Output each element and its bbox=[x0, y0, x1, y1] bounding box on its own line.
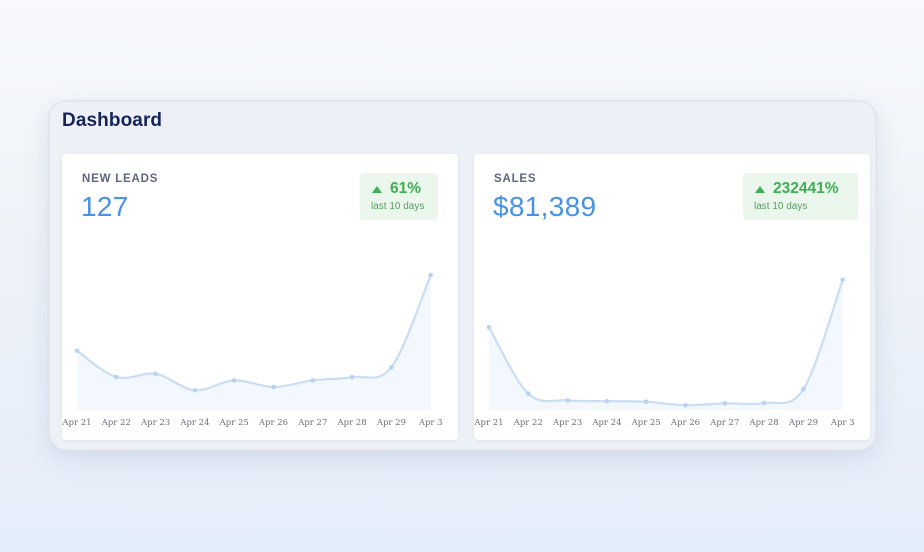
x-tick-label: Apr 23 bbox=[552, 418, 582, 428]
new-leads-change: 61% bbox=[390, 180, 422, 197]
new-leads-period: last 10 days bbox=[371, 201, 425, 212]
data-point[interactable] bbox=[683, 402, 688, 408]
series-line bbox=[487, 278, 844, 407]
x-tick-label: Apr 3 bbox=[830, 418, 855, 428]
new-leads-chart: Apr 21 Apr 22 Apr 23 Apr 24 Apr 25 Apr 26 Apr … bbox=[62, 272, 443, 428]
data-point[interactable] bbox=[565, 398, 570, 403]
series-area bbox=[489, 279, 843, 410]
trend-up-icon bbox=[372, 185, 382, 193]
x-tick-label: Apr 22 bbox=[101, 418, 131, 428]
data-point[interactable] bbox=[761, 400, 767, 406]
x-tick-label: Apr 28 bbox=[749, 418, 779, 428]
sales-change: 232441% bbox=[773, 180, 839, 197]
new-leads-card[interactable]: Apr 21 Apr 22 Apr 23 Apr 24 Apr 25 Apr 26 Apr … bbox=[62, 154, 458, 440]
data-point[interactable] bbox=[271, 384, 276, 390]
data-point[interactable] bbox=[840, 277, 845, 283]
data-point[interactable] bbox=[604, 398, 610, 404]
data-point[interactable] bbox=[74, 348, 80, 354]
x-tick-label: Apr 23 bbox=[140, 418, 170, 428]
x-tick-label: Apr 29 bbox=[788, 418, 818, 428]
x-tick-label: Apr 3 bbox=[418, 418, 443, 428]
sales-label: SALES bbox=[494, 173, 537, 185]
x-tick-label: Apr 24 bbox=[179, 418, 209, 428]
series-area bbox=[77, 275, 431, 410]
data-point[interactable] bbox=[114, 374, 119, 380]
data-point[interactable] bbox=[231, 378, 237, 383]
data-point[interactable] bbox=[310, 378, 316, 383]
new-leads-change-badge: 61% last 10 days bbox=[360, 173, 438, 220]
x-tick-label: Apr 28 bbox=[337, 418, 367, 428]
dashboard-panel: Dashboard Apr 21 Apr 22 Apr 23 Apr 24 Apr 25… bbox=[48, 100, 877, 451]
x-tick-label: Apr 21 bbox=[62, 418, 92, 428]
data-point[interactable] bbox=[722, 401, 728, 406]
data-point[interactable] bbox=[153, 371, 158, 377]
new-leads-label: NEW LEADS bbox=[82, 173, 159, 185]
new-leads-value: 127 bbox=[81, 191, 129, 222]
trend-up-icon bbox=[755, 185, 765, 193]
series-line bbox=[75, 274, 432, 392]
data-point[interactable] bbox=[486, 324, 492, 330]
x-tick-label: Apr 27 bbox=[297, 418, 327, 428]
sales-change-badge: 232441% last 10 days bbox=[743, 173, 858, 220]
x-tick-label: Apr 29 bbox=[376, 418, 406, 428]
x-tick-label: Apr 25 bbox=[631, 418, 661, 428]
x-tick-label: Apr 24 bbox=[591, 418, 621, 428]
sales-card[interactable]: Apr 21 Apr 22 Apr 23 Apr 24 Apr 25 Apr 26 Apr … bbox=[474, 154, 870, 440]
sales-period: last 10 days bbox=[754, 201, 808, 212]
x-tick-label: Apr 21 bbox=[474, 418, 504, 428]
sales-chart: Apr 21 Apr 22 Apr 23 Apr 24 Apr 25 Apr 26 Apr … bbox=[474, 277, 855, 428]
x-tick-label: Apr 26 bbox=[258, 418, 288, 428]
data-point[interactable] bbox=[349, 374, 355, 380]
data-point[interactable] bbox=[389, 364, 394, 370]
data-point[interactable] bbox=[643, 399, 649, 405]
dashboard-title: Dashboard bbox=[62, 110, 163, 131]
sales-value: $81,389 bbox=[493, 191, 597, 222]
x-tick-label: Apr 22 bbox=[513, 418, 543, 428]
data-point[interactable] bbox=[428, 272, 434, 278]
x-tick-label: Apr 27 bbox=[709, 418, 739, 428]
x-tick-label: Apr 25 bbox=[219, 418, 249, 428]
x-tick-label: Apr 26 bbox=[670, 418, 700, 428]
data-point[interactable] bbox=[526, 391, 531, 397]
data-point[interactable] bbox=[801, 386, 806, 392]
data-point[interactable] bbox=[192, 387, 198, 393]
